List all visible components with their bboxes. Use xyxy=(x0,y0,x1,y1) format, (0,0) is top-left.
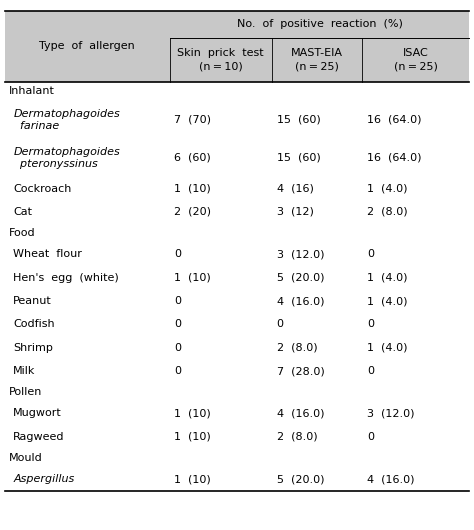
Text: 1  (10): 1 (10) xyxy=(174,474,211,484)
Text: 0: 0 xyxy=(367,432,374,441)
Text: 2  (20): 2 (20) xyxy=(174,207,211,217)
Text: 3  (12): 3 (12) xyxy=(277,207,313,217)
Text: 2  (8.0): 2 (8.0) xyxy=(367,207,408,217)
Text: Aspergillus: Aspergillus xyxy=(13,474,74,484)
Bar xyxy=(5,11,469,82)
Text: 1  (10): 1 (10) xyxy=(174,273,211,282)
Text: 4  (16.0): 4 (16.0) xyxy=(277,409,324,418)
Text: Food: Food xyxy=(9,228,35,238)
Text: Dermatophagoides
  farinae: Dermatophagoides farinae xyxy=(13,109,120,131)
Text: Pollen: Pollen xyxy=(9,387,42,397)
Text: No.  of  positive  reaction  (%): No. of positive reaction (%) xyxy=(237,20,402,29)
Text: 16  (64.0): 16 (64.0) xyxy=(367,115,422,125)
Text: 0: 0 xyxy=(174,343,182,352)
Text: 7  (70): 7 (70) xyxy=(174,115,211,125)
Text: 16  (64.0): 16 (64.0) xyxy=(367,153,422,163)
Text: Cockroach: Cockroach xyxy=(13,184,72,193)
Text: 0: 0 xyxy=(174,296,182,306)
Text: Ragweed: Ragweed xyxy=(13,432,65,441)
Text: 3  (12.0): 3 (12.0) xyxy=(277,250,324,259)
Text: Type  of  allergen: Type of allergen xyxy=(39,41,135,51)
Text: Peanut: Peanut xyxy=(13,296,52,306)
Text: Dermatophagoides
  pteronyssinus: Dermatophagoides pteronyssinus xyxy=(13,147,120,169)
Text: Wheat  flour: Wheat flour xyxy=(13,250,82,259)
Text: 1  (4.0): 1 (4.0) xyxy=(367,343,408,352)
Text: 1  (4.0): 1 (4.0) xyxy=(367,296,408,306)
Text: 0: 0 xyxy=(367,366,374,376)
Text: 0: 0 xyxy=(367,320,374,329)
Text: 0: 0 xyxy=(174,366,182,376)
Text: MAST-EIA
(n = 25): MAST-EIA (n = 25) xyxy=(291,48,343,72)
Text: Mugwort: Mugwort xyxy=(13,409,62,418)
Text: 2  (8.0): 2 (8.0) xyxy=(277,343,317,352)
Text: Codfish: Codfish xyxy=(13,320,55,329)
Text: 4  (16): 4 (16) xyxy=(277,184,313,193)
Text: 5  (20.0): 5 (20.0) xyxy=(277,273,324,282)
Text: 6  (60): 6 (60) xyxy=(174,153,211,163)
Text: Inhalant: Inhalant xyxy=(9,86,55,96)
Text: Mould: Mould xyxy=(9,453,42,463)
Text: 5  (20.0): 5 (20.0) xyxy=(277,474,324,484)
Text: 7  (28.0): 7 (28.0) xyxy=(277,366,324,376)
Text: Skin  prick  test
(n = 10): Skin prick test (n = 10) xyxy=(177,48,264,72)
Text: 15  (60): 15 (60) xyxy=(277,115,320,125)
Text: 1  (4.0): 1 (4.0) xyxy=(367,184,408,193)
Text: Cat: Cat xyxy=(13,207,32,217)
Text: 4  (16.0): 4 (16.0) xyxy=(277,296,324,306)
Text: Milk: Milk xyxy=(13,366,36,376)
Text: 15  (60): 15 (60) xyxy=(277,153,320,163)
Text: 1  (4.0): 1 (4.0) xyxy=(367,273,408,282)
Text: 0: 0 xyxy=(277,320,283,329)
Text: 3  (12.0): 3 (12.0) xyxy=(367,409,415,418)
Text: Shrimp: Shrimp xyxy=(13,343,53,352)
Text: 0: 0 xyxy=(174,320,182,329)
Text: 0: 0 xyxy=(174,250,182,259)
Text: 1  (10): 1 (10) xyxy=(174,184,211,193)
Text: 0: 0 xyxy=(367,250,374,259)
Text: ISAC
(n = 25): ISAC (n = 25) xyxy=(394,48,438,72)
Text: 1  (10): 1 (10) xyxy=(174,432,211,441)
Text: 4  (16.0): 4 (16.0) xyxy=(367,474,415,484)
Text: Hen's  egg  (white): Hen's egg (white) xyxy=(13,273,119,282)
Text: 1  (10): 1 (10) xyxy=(174,409,211,418)
Text: 2  (8.0): 2 (8.0) xyxy=(277,432,317,441)
